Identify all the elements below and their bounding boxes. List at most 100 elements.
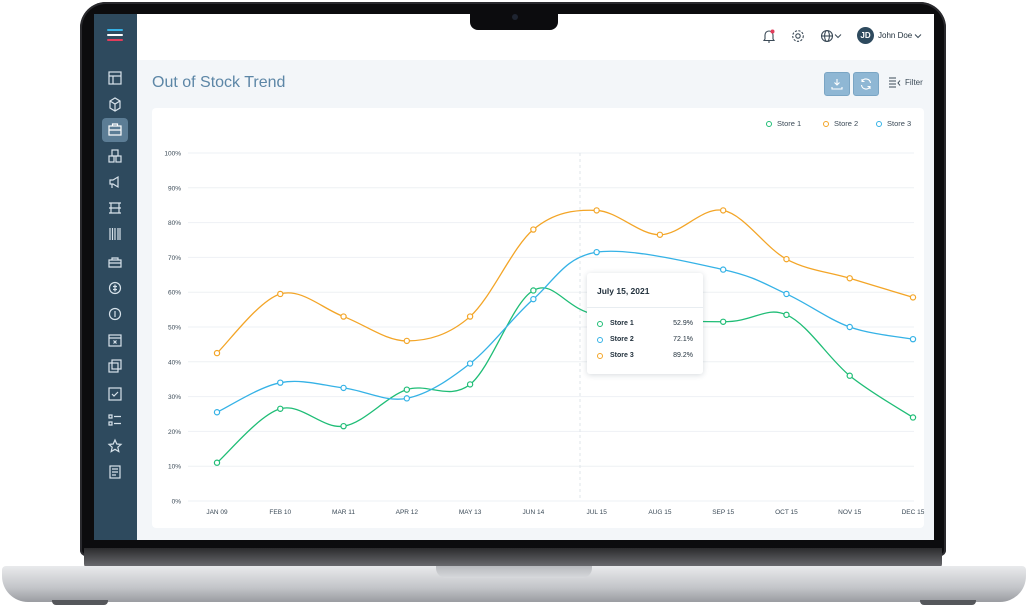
y-tick-label: 60% bbox=[168, 290, 181, 297]
data-point-store-2 bbox=[466, 313, 474, 320]
x-tick-label: OCT 15 bbox=[775, 509, 798, 516]
chart-card bbox=[152, 108, 924, 528]
data-point-store-1 bbox=[277, 405, 284, 412]
gear-icon[interactable] bbox=[790, 28, 806, 44]
laptop-hinge bbox=[84, 548, 942, 568]
y-tick-label: 40% bbox=[168, 359, 181, 366]
data-point-store-1 bbox=[846, 372, 853, 379]
data-point-store-1 bbox=[403, 386, 411, 393]
series-line-store-1 bbox=[216, 287, 914, 464]
x-tick-label: JAN 09 bbox=[206, 509, 228, 516]
y-tick-label: 20% bbox=[168, 429, 181, 436]
data-point-store-1 bbox=[530, 287, 537, 294]
laptop-foot bbox=[52, 600, 108, 605]
tooltip-series-value: 72.1% bbox=[673, 336, 693, 343]
legend-item-store-3[interactable]: Store 3 bbox=[876, 119, 911, 128]
avatar[interactable]: JD bbox=[857, 27, 874, 44]
data-point-store-3 bbox=[719, 266, 727, 273]
page-title: Out of Stock Trend bbox=[152, 74, 286, 91]
tooltip-marker bbox=[597, 321, 603, 327]
tooltip-marker bbox=[597, 337, 603, 343]
layout-icon[interactable] bbox=[107, 70, 123, 86]
data-point-store-3 bbox=[593, 248, 600, 256]
data-point-store-1 bbox=[213, 459, 221, 466]
laptop-notch bbox=[470, 10, 558, 30]
download-icon bbox=[831, 79, 843, 90]
data-point-store-1 bbox=[783, 311, 790, 319]
globe-icon[interactable] bbox=[819, 28, 835, 44]
legend-marker bbox=[876, 120, 882, 127]
filter-button-label[interactable]: Filter bbox=[905, 78, 923, 87]
x-tick-label: JUL 15 bbox=[586, 509, 607, 516]
tooltip-row-store-2: Store 2 72.1% bbox=[597, 336, 693, 346]
line-chart: 100% 90% 80% 70% 60% 50% 40% 30% 20% 10% 0% JAN 09 F… bbox=[164, 151, 925, 517]
x-tick-label: FEB 10 bbox=[269, 509, 291, 516]
star-icon[interactable] bbox=[107, 438, 123, 454]
tooltip-series-value: 52.9% bbox=[673, 320, 693, 327]
data-point-store-2 bbox=[403, 337, 411, 345]
data-point-store-2 bbox=[340, 313, 347, 320]
data-point-store-1 bbox=[719, 318, 727, 325]
barcode-icon[interactable] bbox=[107, 226, 123, 242]
chart-tooltip: July 15, 2021 Store 1 52.9% Store 2 72.1… bbox=[587, 273, 703, 374]
tooltip-row-store-3: Store 3 89.2% bbox=[597, 352, 693, 362]
y-tick-label: 50% bbox=[168, 325, 181, 332]
y-tick-label: 30% bbox=[168, 394, 181, 401]
tooltip-divider bbox=[587, 307, 703, 308]
data-point-store-3 bbox=[277, 379, 284, 386]
cart-icon[interactable] bbox=[107, 254, 123, 270]
bell-icon[interactable] bbox=[761, 28, 777, 44]
legend-label: Store 1 bbox=[777, 119, 802, 128]
data-point-store-1 bbox=[340, 422, 347, 430]
legend-label: Store 2 bbox=[834, 119, 859, 128]
x-tick-label: MAY 13 bbox=[459, 509, 482, 516]
list-icon[interactable] bbox=[107, 412, 123, 428]
user-name[interactable]: John Doe bbox=[878, 31, 913, 40]
refresh-button[interactable] bbox=[853, 72, 879, 96]
checklist-icon[interactable] bbox=[107, 386, 123, 402]
data-point-store-3 bbox=[530, 295, 537, 303]
tooltip-series-name: Store 3 bbox=[610, 352, 634, 359]
notebook-icon[interactable] bbox=[107, 464, 123, 480]
tooltip-series-name: Store 1 bbox=[610, 320, 634, 327]
y-tick-label: 0% bbox=[172, 499, 182, 506]
chevron-down-icon[interactable] bbox=[834, 32, 842, 40]
coin-icon[interactable] bbox=[107, 306, 123, 322]
menu-icon[interactable] bbox=[107, 29, 123, 43]
chevron-down-icon[interactable] bbox=[914, 32, 922, 40]
sidebar bbox=[94, 14, 137, 540]
data-point-store-1 bbox=[909, 414, 917, 421]
data-point-store-2 bbox=[656, 231, 664, 238]
shelf-icon[interactable] bbox=[107, 200, 123, 216]
download-button[interactable] bbox=[824, 72, 850, 96]
refresh-money-icon[interactable] bbox=[107, 280, 123, 296]
data-point-store-2 bbox=[846, 275, 853, 282]
data-point-store-2 bbox=[593, 207, 600, 214]
x-tick-label: MAR 11 bbox=[332, 509, 355, 516]
x-tick-label: NOV 15 bbox=[838, 509, 862, 516]
data-point-store-2 bbox=[213, 349, 221, 357]
legend-item-store-2[interactable]: Store 2 bbox=[823, 119, 858, 128]
x-tick-label: DEC 15 bbox=[902, 509, 925, 516]
data-point-store-3 bbox=[466, 360, 474, 367]
y-tick-label: 70% bbox=[168, 255, 181, 262]
laptop-lid-groove bbox=[436, 566, 592, 578]
x-tick-label: APR 12 bbox=[396, 509, 419, 516]
calendar-x-icon[interactable] bbox=[107, 332, 123, 348]
y-tick-label: 80% bbox=[168, 220, 181, 227]
briefcase-icon[interactable] bbox=[102, 118, 128, 142]
box-3d-icon[interactable] bbox=[107, 96, 123, 112]
filter-icon[interactable] bbox=[888, 76, 902, 90]
data-point-store-3 bbox=[783, 290, 790, 298]
warehouse-icon[interactable] bbox=[107, 148, 123, 164]
cards-icon[interactable] bbox=[107, 358, 123, 374]
data-point-store-2 bbox=[530, 226, 537, 233]
tooltip-date: July 15, 2021 bbox=[597, 286, 650, 296]
data-point-store-3 bbox=[846, 323, 853, 331]
legend-item-store-1[interactable]: Store 1 bbox=[766, 119, 801, 128]
loudspeaker-icon[interactable] bbox=[107, 174, 123, 190]
tooltip-series-value: 89.2% bbox=[673, 352, 693, 359]
legend-marker bbox=[766, 120, 772, 127]
data-point-store-2 bbox=[277, 290, 284, 298]
data-point-store-1 bbox=[466, 381, 474, 388]
